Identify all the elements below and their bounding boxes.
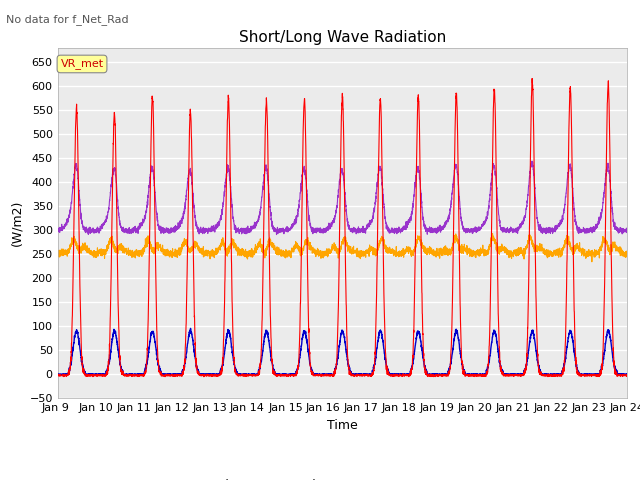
- Text: No data for f_Net_Rad: No data for f_Net_Rad: [6, 14, 129, 25]
- X-axis label: Time: Time: [327, 419, 358, 432]
- Y-axis label: (W/m2): (W/m2): [11, 200, 24, 246]
- Legend: SW in, LW in, SW out, LW out: SW in, LW in, SW out, LW out: [161, 474, 524, 480]
- Title: Short/Long Wave Radiation: Short/Long Wave Radiation: [239, 30, 446, 46]
- Text: VR_met: VR_met: [60, 59, 104, 70]
